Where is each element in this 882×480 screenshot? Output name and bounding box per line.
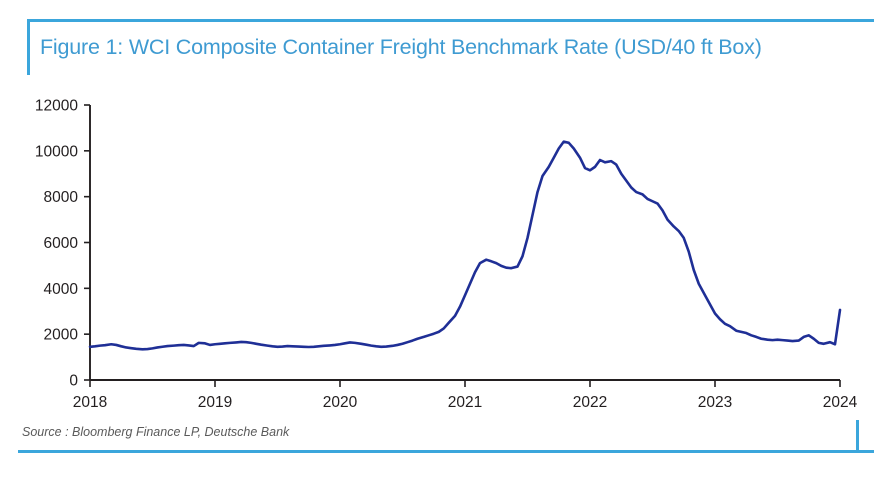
figure-frame-bottom-rule (18, 450, 874, 453)
figure-title: Figure 1: WCI Composite Container Freigh… (40, 35, 762, 59)
source-note: Source : Bloomberg Finance LP, Deutsche … (22, 425, 290, 439)
data-series-group (88, 140, 842, 351)
figure-frame-left-rule (27, 19, 30, 75)
x-tick-label: 2023 (698, 394, 732, 411)
x-tick-label: 2019 (198, 394, 232, 411)
y-tick-label: 10000 (35, 143, 78, 160)
y-tick-label: 8000 (44, 189, 79, 206)
figure-frame-right-rule (856, 420, 859, 453)
y-tick-label: 6000 (44, 235, 79, 252)
y-tick-label: 2000 (44, 327, 79, 344)
figure-frame-top-rule (27, 19, 874, 22)
y-tick-label: 12000 (35, 98, 78, 115)
x-axis: 2018 2019 2020 2021 2022 2023 2024 (73, 379, 858, 411)
x-tick-label: 2018 (73, 394, 107, 411)
x-tick-label: 2021 (448, 394, 482, 411)
y-tick-label: 0 (69, 373, 78, 390)
x-tick-label: 2020 (323, 394, 358, 411)
x-tick-label: 2022 (573, 394, 607, 411)
y-tick-label: 4000 (44, 281, 79, 298)
y-axis: 0 2000 4000 6000 8000 10000 12000 (35, 98, 91, 390)
series-line (88, 140, 842, 351)
x-tick-label: 2024 (823, 394, 858, 411)
